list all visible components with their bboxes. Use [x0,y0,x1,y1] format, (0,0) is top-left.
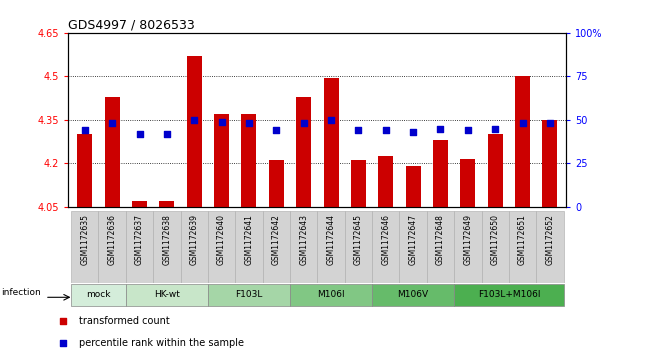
Bar [290,211,317,283]
Bar [378,156,393,207]
Bar [427,211,454,283]
Point [316,230,327,236]
Bar [180,211,208,283]
Bar [187,56,202,207]
Point [298,121,309,126]
Bar [400,211,427,283]
Point [490,126,501,131]
Bar [454,284,564,306]
Point [436,126,446,131]
Text: HK-wt: HK-wt [154,290,180,299]
Bar [351,160,366,207]
Bar [515,76,530,207]
Text: transformed count: transformed count [79,316,169,326]
Bar [214,114,229,207]
Bar [235,211,262,283]
Bar [208,284,290,306]
Bar [71,284,126,306]
Text: GSM1172636: GSM1172636 [107,214,117,265]
Bar [77,134,92,207]
Text: GSM1172640: GSM1172640 [217,214,226,265]
Text: GSM1172650: GSM1172650 [491,214,500,265]
Point [545,121,555,126]
Bar [488,134,503,207]
Bar [454,211,482,283]
Point [216,119,227,125]
Text: GSM1172648: GSM1172648 [436,214,445,265]
Text: F103L: F103L [235,290,262,299]
Text: GSM1172641: GSM1172641 [245,214,253,265]
Bar [126,284,208,306]
Bar [433,140,448,207]
Text: GSM1172638: GSM1172638 [162,214,171,265]
Text: GSM1172652: GSM1172652 [546,214,555,265]
Point [134,131,145,136]
Text: GSM1172645: GSM1172645 [354,214,363,265]
Text: GSM1172647: GSM1172647 [409,214,418,265]
Point [316,32,327,38]
Text: percentile rank within the sample: percentile rank within the sample [79,338,243,348]
Bar [317,211,345,283]
Point [189,117,199,123]
Text: GSM1172643: GSM1172643 [299,214,308,265]
Text: GSM1172646: GSM1172646 [381,214,390,265]
Bar [159,201,174,207]
Text: GSM1172639: GSM1172639 [189,214,199,265]
Text: GSM1172644: GSM1172644 [327,214,335,265]
Bar [290,284,372,306]
Text: F103L+M106I: F103L+M106I [478,290,540,299]
Point [353,127,364,133]
Text: infection: infection [1,288,41,297]
Point [107,121,117,126]
Text: mock: mock [86,290,111,299]
Bar [262,211,290,283]
Bar [126,211,153,283]
Bar [372,211,400,283]
Bar [153,211,180,283]
Bar [482,211,509,283]
Point [381,127,391,133]
Point [463,127,473,133]
Text: GSM1172637: GSM1172637 [135,214,144,265]
Bar [324,78,339,207]
Text: M106V: M106V [398,290,429,299]
Bar [242,114,256,207]
Bar [509,211,536,283]
Bar [98,211,126,283]
Text: GSM1172642: GSM1172642 [272,214,281,265]
Bar [105,97,120,207]
Bar [208,211,235,283]
Text: M106I: M106I [317,290,345,299]
Bar [269,160,284,207]
Point [271,127,281,133]
Point [79,127,90,133]
Bar [345,211,372,283]
Point [161,131,172,136]
Point [518,121,528,126]
Bar [296,97,311,207]
Bar [132,201,147,207]
Point [408,129,419,135]
Text: GDS4997 / 8026533: GDS4997 / 8026533 [68,19,195,32]
Text: GSM1172635: GSM1172635 [80,214,89,265]
Bar [460,159,475,207]
Point [326,117,337,123]
Bar [372,284,454,306]
Bar [536,211,564,283]
Point [243,121,254,126]
Bar [71,211,98,283]
Text: GSM1172651: GSM1172651 [518,214,527,265]
Bar [542,120,557,207]
Bar [406,166,421,207]
Text: GSM1172649: GSM1172649 [464,214,473,265]
